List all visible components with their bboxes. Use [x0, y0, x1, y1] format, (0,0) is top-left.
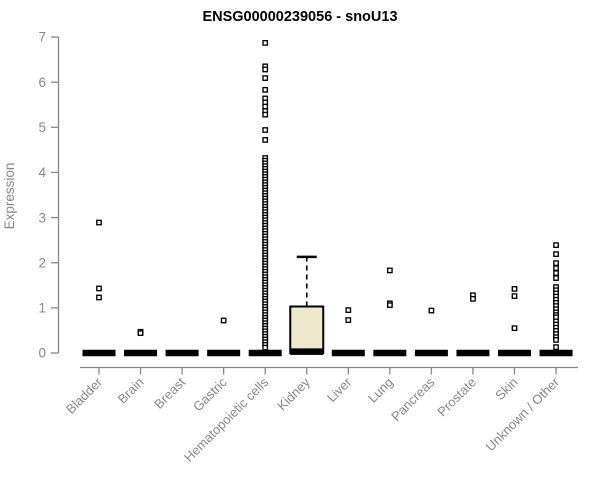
outlier-point	[553, 337, 559, 343]
y-axis-tick-label: 6	[38, 75, 46, 90]
outlier-point	[553, 275, 559, 281]
outlier-point	[428, 307, 435, 314]
y-axis-tick-label: 1	[38, 301, 46, 316]
x-axis-category-label: Prostate	[434, 375, 479, 420]
outlier-point	[96, 219, 102, 226]
median-line	[290, 348, 324, 355]
outlier-point	[262, 137, 269, 143]
box	[289, 305, 325, 354]
x-axis-category-label: Breast	[151, 374, 188, 411]
outlier-point	[470, 295, 476, 302]
outlier-point	[220, 317, 227, 324]
y-axis-tick-label: 0	[38, 346, 46, 361]
y-axis-tick-label: 4	[38, 165, 46, 180]
x-axis-category-label: Gastric	[190, 374, 230, 414]
collapsed-box	[539, 349, 573, 357]
collapsed-box	[207, 349, 241, 357]
x-axis-category-label: Pancreas	[388, 374, 438, 424]
collapsed-box	[456, 349, 490, 357]
collapsed-box	[331, 349, 365, 357]
outlier-point	[137, 330, 144, 337]
outlier-point	[553, 242, 559, 248]
outlier-point	[553, 260, 559, 267]
outlier-point	[262, 66, 269, 73]
collapsed-box	[165, 349, 199, 357]
y-axis-title: Expression	[2, 163, 17, 230]
collapsed-box	[82, 349, 116, 357]
x-axis-category-label: Lung	[365, 375, 396, 406]
x-axis-category-label: Brain	[115, 375, 147, 407]
outlier-point	[96, 285, 102, 292]
outlier-point	[262, 86, 269, 93]
outlier-point	[511, 293, 518, 299]
boxes-layer	[82, 40, 573, 357]
collapsed-box	[248, 349, 282, 357]
outlier-point	[345, 317, 352, 323]
x-axis-category-label: Skin	[492, 375, 520, 403]
y-axis-tick-label: 7	[38, 30, 46, 45]
x-axis-category-label: Liver	[324, 374, 355, 405]
x-axis-category-label: Unknown / Other	[483, 374, 563, 454]
outlier-point	[96, 294, 102, 301]
outlier-point	[553, 251, 559, 258]
collapsed-box	[373, 349, 407, 357]
outlier-point	[262, 40, 269, 46]
collapsed-box	[414, 349, 448, 357]
chart-title: ENSG00000239056 - snoU13	[202, 9, 397, 25]
outlier-point	[262, 344, 269, 351]
outlier-point	[553, 265, 559, 272]
collapsed-box	[124, 349, 158, 357]
outlier-point	[262, 75, 269, 81]
outlier-point	[262, 103, 269, 110]
outlier-point	[511, 286, 518, 292]
outlier-point	[553, 344, 559, 351]
collapsed-box	[498, 349, 531, 357]
outlier-point	[511, 325, 518, 332]
outlier-point	[386, 302, 393, 309]
x-axis-category-label: Kidney	[274, 374, 313, 413]
x-axis-category-label: Bladder	[63, 374, 106, 417]
y-axis-tick-label: 2	[38, 255, 46, 270]
outlier-point	[386, 267, 393, 274]
outlier-point	[553, 270, 559, 276]
y-axis-tick-label: 3	[38, 210, 46, 225]
outlier-point	[345, 307, 352, 313]
y-axis-tick-label: 5	[38, 120, 46, 135]
outlier-point	[262, 111, 269, 118]
outlier-point	[262, 127, 269, 133]
